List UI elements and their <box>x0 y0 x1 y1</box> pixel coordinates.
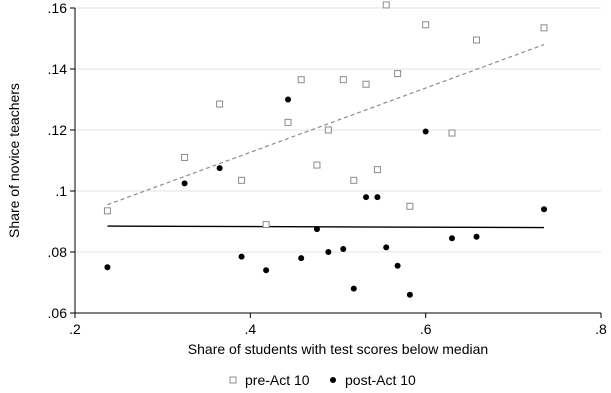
pre-act-10-point <box>373 166 381 174</box>
x-tick-label: .4 <box>244 321 256 337</box>
post-act-10-point <box>285 96 292 103</box>
pre-act-10-point <box>181 153 189 161</box>
y-axis-title: Share of novice teachers <box>6 83 22 238</box>
pre-act-10-point <box>448 129 456 137</box>
post-act-10-point <box>340 245 347 252</box>
x-tick-label: .2 <box>69 321 81 337</box>
post-act-10-point <box>313 226 320 233</box>
pre-act-10-point <box>394 70 402 78</box>
pre-act-10-point <box>406 202 414 210</box>
y-tick-label: .14 <box>48 61 68 77</box>
legend-label: post-Act 10 <box>345 372 416 388</box>
post-act-10-point <box>298 255 305 262</box>
y-tick-label: .16 <box>48 0 68 16</box>
post-act-10-point <box>448 235 455 242</box>
post-act-10-point <box>104 264 111 271</box>
post-act-10-point <box>263 267 270 274</box>
pre-act-10-point <box>382 1 390 9</box>
fit-line-post-act-10 <box>107 225 545 229</box>
post-act-10-point <box>383 244 390 251</box>
post-act-10-point <box>350 285 357 292</box>
x-axis-title: Share of students with test scores below… <box>188 341 488 357</box>
pre-act-10-point <box>103 207 111 215</box>
pre-act-10-point <box>284 118 292 126</box>
pre-act-10-point <box>540 24 548 32</box>
post-act-10-point <box>541 206 548 213</box>
post-act-10-point <box>216 165 223 172</box>
pre-act-10-point <box>262 221 270 229</box>
y-tick-label: .1 <box>55 183 67 199</box>
x-tick-label: .6 <box>420 321 432 337</box>
fit-lines <box>107 44 545 229</box>
x-tick-label: .8 <box>595 321 607 337</box>
fit-line-pre-act-10 <box>107 44 545 206</box>
post-act-10-point <box>394 262 401 269</box>
post-act-10-point <box>406 291 413 298</box>
legend-dot-icon <box>330 377 336 383</box>
post-act-10-point <box>181 180 188 187</box>
y-tick-label: .06 <box>48 305 68 321</box>
legend-square-icon <box>229 376 237 384</box>
axes: .06 .08 .1 .12 .14 .16 .2 .4 .6 .8 <box>48 0 608 337</box>
post-act-10-point <box>422 128 429 135</box>
pre-act-10-point <box>362 80 370 88</box>
y-tick-label: .12 <box>48 122 68 138</box>
pre-act-10-point <box>216 100 224 108</box>
pre-act-10-point <box>339 76 347 84</box>
pre-act-10-point <box>324 126 332 134</box>
pre-act-10-point <box>350 176 358 184</box>
post-act-10-point <box>363 194 370 201</box>
post-act-10-point <box>238 253 245 260</box>
pre-act-10-point <box>297 76 305 84</box>
post-act-10-point <box>473 233 480 240</box>
post-act-10-point <box>325 249 332 255</box>
grid-lines <box>75 7 601 314</box>
pre-act-10-point <box>473 36 481 44</box>
post-act-10-point <box>374 194 381 201</box>
legend: pre-Act 10 post-Act 10 <box>229 372 416 388</box>
data-points <box>103 1 548 298</box>
legend-label: pre-Act 10 <box>245 372 310 388</box>
y-tick-label: .08 <box>48 244 68 260</box>
pre-act-10-point <box>238 176 246 184</box>
pre-act-10-point <box>313 161 321 169</box>
pre-act-10-point <box>422 21 430 29</box>
